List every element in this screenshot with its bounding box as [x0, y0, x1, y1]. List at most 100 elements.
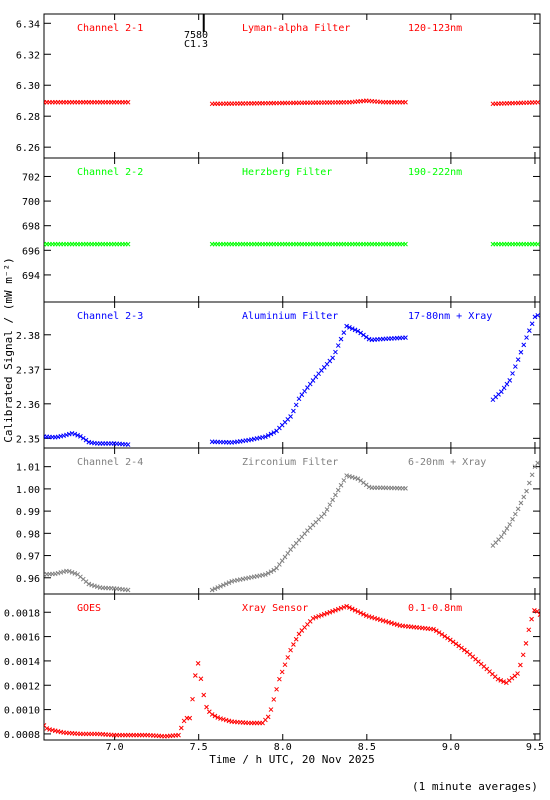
data-point: [355, 328, 361, 334]
y-tick-label: 0.0018: [4, 608, 40, 619]
data-point: [521, 494, 527, 500]
y-tick-label: 6.34: [16, 19, 40, 30]
filter-label: Aluminium Filter: [242, 311, 338, 322]
data-point: [69, 569, 75, 575]
y-tick-label: 0.0010: [4, 706, 40, 717]
data-point: [520, 652, 526, 658]
data-point: [518, 662, 523, 668]
data-point: [532, 314, 538, 320]
data-point: [293, 636, 299, 642]
data-point: [302, 388, 307, 394]
filter-label: Xray Sensor: [242, 603, 308, 614]
data-point: [125, 99, 131, 105]
data-point: [532, 608, 537, 613]
data-point: [209, 712, 215, 717]
data-point: [125, 241, 131, 247]
y-axis-label: Calibrated Signal / (mW m⁻²): [2, 257, 15, 442]
data-point: [501, 530, 507, 535]
data-point: [347, 325, 352, 330]
data-point: [495, 676, 501, 682]
data-point: [268, 707, 274, 712]
data-point: [363, 334, 369, 340]
y-tick-label: 6.28: [16, 112, 40, 123]
data-point: [445, 635, 450, 641]
data-point: [285, 550, 291, 556]
data-point: [330, 497, 335, 503]
data-point: [507, 522, 513, 527]
y-tick-label: 698: [22, 222, 40, 233]
y-tick-label: 2.36: [16, 400, 40, 411]
data-point: [268, 431, 274, 437]
data-point: [403, 486, 408, 491]
data-point: [274, 686, 279, 692]
data-point: [442, 633, 448, 639]
data-point: [310, 378, 316, 383]
data-point: [265, 714, 271, 720]
data-point: [526, 328, 532, 334]
data-point: [288, 414, 293, 419]
data-point: [305, 385, 310, 390]
data-point: [307, 381, 313, 387]
band-label: 190-222nm: [408, 167, 462, 178]
x-axis: 7.0 7.5 8.0 8.5 9.0 9.5: [106, 742, 544, 753]
data-point: [299, 392, 305, 398]
data-point: [447, 637, 453, 643]
filter-label: Lyman-alpha Filter: [242, 23, 350, 34]
data-point: [338, 482, 344, 488]
data-point: [78, 434, 83, 439]
data-point: [501, 679, 506, 684]
x-tick-label: 9.5: [526, 742, 544, 753]
panel-2: 694 696 698 700 702 Channel 2-2 Herzberg Filte…: [22, 157, 541, 303]
data-point: [361, 332, 366, 338]
data-point: [335, 487, 341, 493]
filter-label: Herzberg Filter: [242, 167, 332, 178]
data-point: [518, 500, 524, 506]
x-tick-label: 8.5: [358, 742, 376, 753]
series-1: [44, 98, 540, 107]
data-point: [529, 321, 535, 327]
data-point: [349, 606, 355, 612]
data-point: [324, 610, 330, 616]
y-tick-label: 700: [22, 197, 40, 208]
band-label: 120-123nm: [408, 23, 462, 34]
y-tick-label: 2.37: [16, 365, 40, 376]
data-point: [352, 607, 358, 613]
data-point: [526, 627, 532, 633]
data-point: [526, 480, 532, 486]
data-point: [515, 506, 521, 512]
data-point: [263, 434, 268, 440]
data-point: [86, 581, 92, 587]
data-point: [83, 437, 89, 443]
y-tick-label: 2.38: [16, 331, 40, 342]
data-point: [268, 569, 274, 575]
panel-4: 0.96 0.97 0.98 0.99 1.00 1.01 Channel 2-4 Zirco…: [16, 447, 541, 595]
panel-5: 0.0008 0.0010 0.0012 0.0014 0.0016 0.0018 GOES…: [4, 593, 541, 741]
series-5: [44, 603, 540, 739]
data-point: [274, 565, 279, 571]
data-point: [524, 488, 529, 494]
data-point: [535, 312, 540, 318]
data-point: [512, 364, 518, 369]
data-point: [344, 323, 349, 329]
x-tick-label: 7.0: [106, 742, 124, 753]
y-tick-label: 696: [22, 246, 40, 257]
y-tick-label: 1.00: [16, 485, 40, 496]
data-point: [403, 335, 408, 341]
y-tick-label: 694: [22, 271, 40, 282]
channel-label: Channel 2-2: [77, 167, 143, 178]
data-point: [498, 534, 504, 540]
data-point: [436, 630, 442, 635]
y-tick-label: 0.96: [16, 574, 40, 585]
data-point: [209, 587, 215, 593]
filter-label: Zirconium Filter: [242, 457, 338, 468]
series-3: [44, 312, 540, 447]
data-point: [341, 478, 347, 483]
data-point: [187, 715, 193, 721]
series-2: [44, 241, 540, 247]
data-point: [523, 640, 529, 646]
data-point: [44, 726, 50, 731]
data-point: [223, 581, 229, 587]
averaging-note: (1 minute averages): [412, 780, 538, 793]
data-point: [192, 673, 198, 678]
data-point: [176, 732, 181, 738]
